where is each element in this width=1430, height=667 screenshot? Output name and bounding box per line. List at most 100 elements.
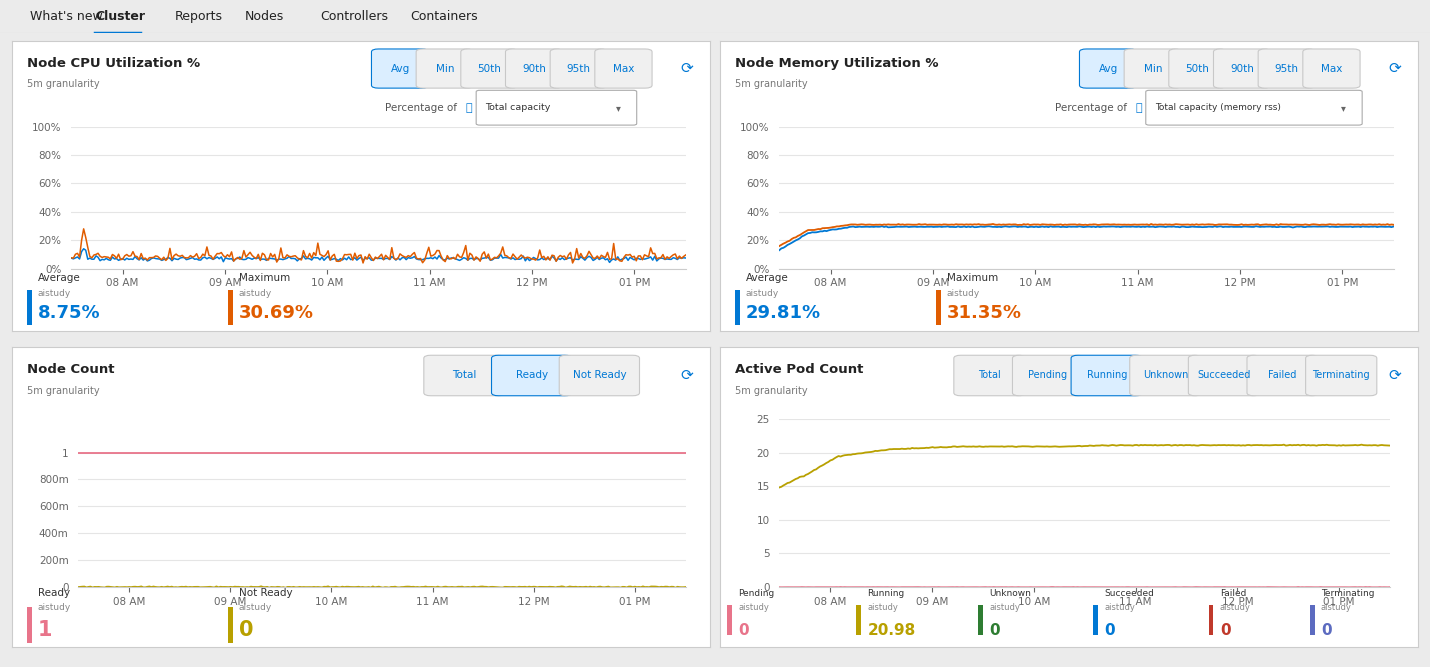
Text: aistudy: aistudy <box>738 604 769 612</box>
FancyBboxPatch shape <box>1303 49 1360 88</box>
Text: Failed: Failed <box>1268 370 1297 380</box>
Text: Percentage of: Percentage of <box>1055 103 1127 113</box>
FancyBboxPatch shape <box>416 49 473 88</box>
Text: Average: Average <box>746 273 788 283</box>
Text: aistudy: aistudy <box>990 604 1020 612</box>
Text: Cluster: Cluster <box>94 9 144 23</box>
FancyBboxPatch shape <box>1168 49 1226 88</box>
Text: Succeeded: Succeeded <box>1197 370 1251 380</box>
Text: aistudy: aistudy <box>947 289 980 297</box>
Text: aistudy: aistudy <box>1321 604 1351 612</box>
Text: ⟳: ⟳ <box>681 368 694 383</box>
Text: Running: Running <box>1087 370 1127 380</box>
FancyBboxPatch shape <box>1130 356 1201 396</box>
FancyBboxPatch shape <box>595 49 652 88</box>
Text: ▾: ▾ <box>616 103 621 113</box>
Text: 8.75%: 8.75% <box>37 304 100 322</box>
Text: 29.81%: 29.81% <box>746 304 821 322</box>
FancyBboxPatch shape <box>551 49 608 88</box>
Text: 31.35%: 31.35% <box>947 304 1022 322</box>
Text: ⟳: ⟳ <box>1389 61 1401 76</box>
Text: Reports: Reports <box>174 9 223 23</box>
Text: 5m granularity: 5m granularity <box>735 79 808 89</box>
FancyBboxPatch shape <box>229 290 233 325</box>
Text: Maximum: Maximum <box>947 273 998 283</box>
FancyBboxPatch shape <box>1306 356 1377 396</box>
Text: Succeeded: Succeeded <box>1104 588 1154 598</box>
Text: Node Count: Node Count <box>27 364 114 376</box>
FancyBboxPatch shape <box>1214 49 1271 88</box>
Text: aistudy: aistudy <box>867 604 898 612</box>
Text: 0: 0 <box>1321 623 1331 638</box>
Text: 90th: 90th <box>1230 63 1254 73</box>
Text: Avg: Avg <box>1098 63 1118 73</box>
Text: Terminating: Terminating <box>1321 588 1374 598</box>
Text: ⟳: ⟳ <box>681 61 694 76</box>
Text: Total capacity (memory rss): Total capacity (memory rss) <box>1155 103 1281 112</box>
Text: Total: Total <box>452 370 476 380</box>
FancyBboxPatch shape <box>1145 90 1363 125</box>
Text: Controllers: Controllers <box>320 9 388 23</box>
Text: aistudy: aistudy <box>37 604 72 612</box>
FancyBboxPatch shape <box>857 605 861 635</box>
Text: Max: Max <box>613 63 633 73</box>
Text: Containers: Containers <box>410 9 478 23</box>
Text: ⓘ: ⓘ <box>1135 103 1143 113</box>
Text: Total: Total <box>978 370 1001 380</box>
Text: Min: Min <box>436 63 453 73</box>
Text: Total capacity: Total capacity <box>485 103 551 112</box>
Text: aistudy: aistudy <box>1220 604 1251 612</box>
FancyBboxPatch shape <box>1208 605 1214 635</box>
FancyBboxPatch shape <box>460 49 518 88</box>
FancyBboxPatch shape <box>937 290 941 325</box>
Text: aistudy: aistudy <box>1104 604 1135 612</box>
FancyBboxPatch shape <box>492 356 572 396</box>
Text: 95th: 95th <box>566 63 591 73</box>
Text: Pending: Pending <box>738 588 775 598</box>
Text: Running: Running <box>867 588 905 598</box>
FancyBboxPatch shape <box>229 606 233 642</box>
Text: Average: Average <box>37 273 80 283</box>
FancyBboxPatch shape <box>1310 605 1314 635</box>
FancyBboxPatch shape <box>505 49 563 88</box>
FancyBboxPatch shape <box>1258 49 1316 88</box>
Text: 30.69%: 30.69% <box>239 304 313 322</box>
Text: Unknown: Unknown <box>1143 370 1188 380</box>
FancyBboxPatch shape <box>476 90 636 125</box>
Text: Failed: Failed <box>1220 588 1246 598</box>
FancyBboxPatch shape <box>27 290 33 325</box>
Text: Ready: Ready <box>516 370 548 380</box>
FancyBboxPatch shape <box>1247 356 1318 396</box>
Text: 0: 0 <box>990 623 1000 638</box>
Text: 1: 1 <box>37 620 53 640</box>
FancyBboxPatch shape <box>1080 49 1137 88</box>
FancyBboxPatch shape <box>559 356 639 396</box>
Text: 0: 0 <box>1104 623 1115 638</box>
Text: Pending: Pending <box>1028 370 1068 380</box>
Text: ⓘ: ⓘ <box>466 103 472 113</box>
FancyBboxPatch shape <box>1012 356 1084 396</box>
Text: Ready: Ready <box>37 588 70 598</box>
Text: Percentage of: Percentage of <box>386 103 458 113</box>
Text: Max: Max <box>1321 63 1343 73</box>
Text: 5m granularity: 5m granularity <box>735 386 808 396</box>
Text: 5m granularity: 5m granularity <box>27 386 100 396</box>
Text: Active Pod Count: Active Pod Count <box>735 364 864 376</box>
Text: Node Memory Utilization %: Node Memory Utilization % <box>735 57 940 70</box>
FancyBboxPatch shape <box>726 605 732 635</box>
FancyBboxPatch shape <box>1071 356 1143 396</box>
Text: Unknown: Unknown <box>990 588 1031 598</box>
FancyBboxPatch shape <box>954 356 1025 396</box>
Text: 0: 0 <box>1220 623 1230 638</box>
Text: 5m granularity: 5m granularity <box>27 79 100 89</box>
Text: Avg: Avg <box>390 63 410 73</box>
FancyBboxPatch shape <box>27 606 33 642</box>
Text: aistudy: aistudy <box>37 289 72 297</box>
FancyBboxPatch shape <box>423 356 505 396</box>
Text: aistudy: aistudy <box>239 289 272 297</box>
FancyBboxPatch shape <box>1124 49 1181 88</box>
Text: 0: 0 <box>738 623 749 638</box>
Text: Terminating: Terminating <box>1313 370 1370 380</box>
Text: Not Ready: Not Ready <box>239 588 293 598</box>
Text: What's new: What's new <box>30 9 103 23</box>
